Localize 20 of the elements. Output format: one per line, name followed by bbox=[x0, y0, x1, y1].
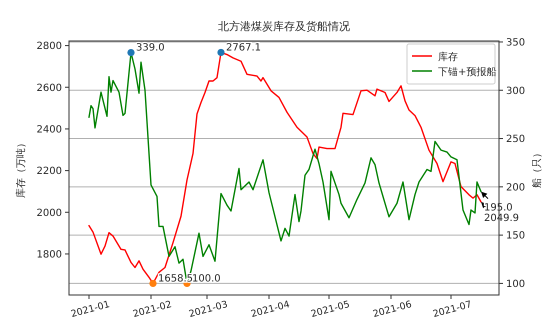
y-tick-label: 2000 bbox=[36, 208, 62, 219]
chart-title: 北方港煤炭库存及货船情况 bbox=[218, 20, 350, 33]
legend-label: 库存 bbox=[438, 51, 458, 63]
y2-tick-label: 200 bbox=[506, 182, 526, 194]
y2-tick-label: 350 bbox=[506, 37, 526, 48]
data-label: 2767.1 bbox=[226, 42, 261, 54]
y2-axis-title: 船（只） bbox=[532, 148, 543, 188]
y-tick-label: 2600 bbox=[36, 82, 62, 94]
y2-tick-label: 250 bbox=[506, 134, 526, 146]
y-tick-label: 2200 bbox=[36, 166, 62, 178]
y2-tick-label: 100 bbox=[506, 278, 526, 290]
y-tick-label: 2400 bbox=[36, 124, 62, 136]
y-axis-title: 库存（万吨） bbox=[15, 138, 27, 198]
y-tick-label: 2800 bbox=[36, 41, 62, 52]
y2-tick-label: 150 bbox=[506, 230, 526, 242]
data-label: 100.0 bbox=[192, 273, 221, 284]
y-tick-label: 1800 bbox=[36, 249, 62, 260]
data-label: 339.0 bbox=[136, 42, 165, 54]
y2-tick-label: 300 bbox=[506, 86, 526, 97]
legend-label: 下锚+预报船 bbox=[438, 66, 496, 78]
